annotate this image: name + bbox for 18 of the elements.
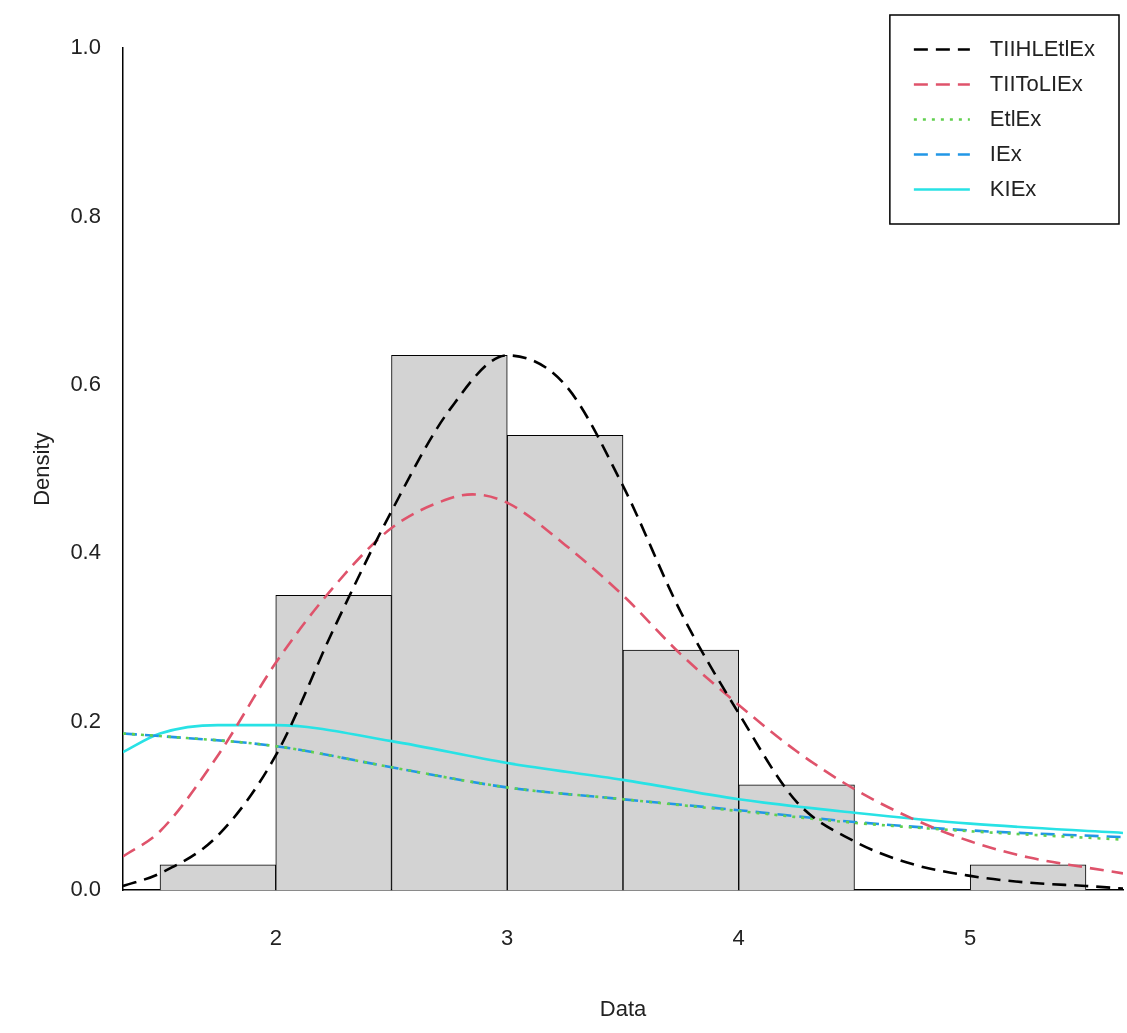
x-axis-title: Data bbox=[599, 995, 647, 1021]
x-tick-label: 5 bbox=[964, 925, 977, 951]
x-tick-label: 3 bbox=[501, 925, 514, 951]
y-axis-title: Density bbox=[29, 432, 55, 506]
x-tick-label: 4 bbox=[732, 925, 745, 951]
y-tick-label: 1.0 bbox=[70, 34, 101, 60]
line-series bbox=[122, 493, 1123, 875]
y-tick-label: 0.8 bbox=[70, 202, 101, 228]
x-tick-label: 2 bbox=[269, 925, 282, 951]
legend-label: KIEx bbox=[989, 175, 1037, 201]
legend-label: TIIToLIEx bbox=[989, 70, 1083, 96]
y-tick-label: 0.4 bbox=[70, 539, 101, 565]
y-tick-label: 0.2 bbox=[70, 707, 101, 733]
y-tick-label: 0.6 bbox=[70, 370, 101, 396]
legend-label: IEx bbox=[989, 140, 1022, 166]
y-tick-label: 0.0 bbox=[70, 876, 101, 902]
legend-label: EtlEx bbox=[989, 105, 1042, 131]
legend-label: TIIHLEtlEx bbox=[989, 35, 1096, 61]
